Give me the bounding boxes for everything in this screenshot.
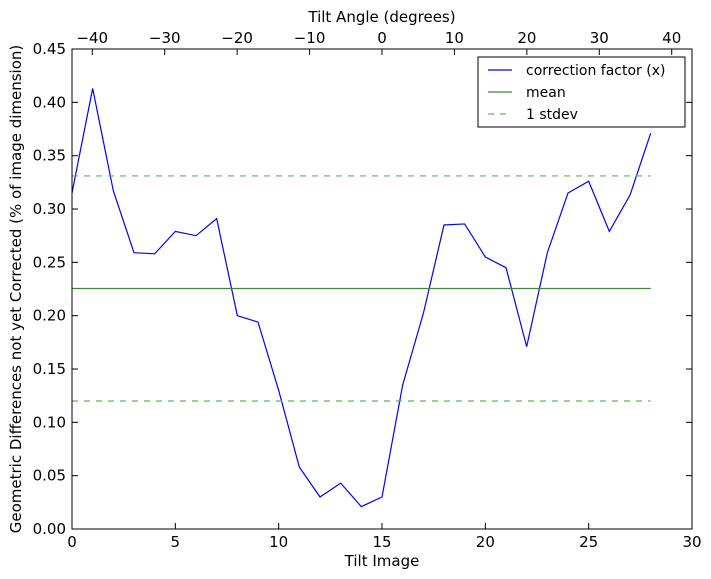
top-x-tick-label: 10	[445, 29, 464, 47]
y-tick-label: 0.30	[33, 200, 66, 218]
x-axis-label: Tilt Image	[344, 552, 420, 570]
series-correction-factor-x-	[71, 88, 652, 508]
x-tick-label: 20	[476, 533, 495, 551]
x-tick-label: 5	[171, 533, 181, 551]
y-tick-label: 0.35	[33, 147, 66, 165]
x-tick-label: 0	[67, 533, 77, 551]
legend-box	[477, 56, 686, 128]
top-x-tick-label: 20	[517, 29, 536, 47]
top-x-tick-label: 0	[377, 29, 387, 47]
top-x-tick-label: −20	[221, 29, 253, 47]
y-tick-label: 0.00	[33, 520, 66, 538]
y-tick-label: 0.15	[33, 360, 66, 378]
x-tick-label: 25	[579, 533, 598, 551]
x-tick-label: 30	[682, 533, 701, 551]
top-x-tick-label: −40	[76, 29, 108, 47]
y-tick-label: 0.25	[33, 253, 66, 271]
top-x-axis-label: Tilt Angle (degrees)	[307, 8, 455, 26]
y-tick-label: 0.45	[33, 40, 66, 58]
y-axis-label: Geometric Differences not yet Corrected …	[7, 45, 25, 534]
y-tick-label: 0.40	[33, 93, 66, 111]
legend-label: mean	[526, 85, 566, 101]
plot-frame	[71, 48, 693, 530]
top-x-tick-label: 40	[662, 29, 681, 47]
y-tick-label: 0.20	[33, 307, 66, 325]
y-tick-label: 0.10	[33, 413, 66, 431]
top-x-tick-label: 30	[590, 29, 609, 47]
legend-label: correction factor (x)	[526, 63, 665, 79]
x-tick-label: 15	[372, 533, 391, 551]
legend-label: 1 stdev	[526, 107, 578, 123]
y-tick-label: 0.05	[33, 467, 66, 485]
top-x-tick-label: −30	[149, 29, 181, 47]
legend: correction factor (x) mean 1 stdev	[477, 56, 686, 128]
x-tick-label: 10	[269, 533, 288, 551]
top-x-tick-label: −10	[294, 29, 326, 47]
